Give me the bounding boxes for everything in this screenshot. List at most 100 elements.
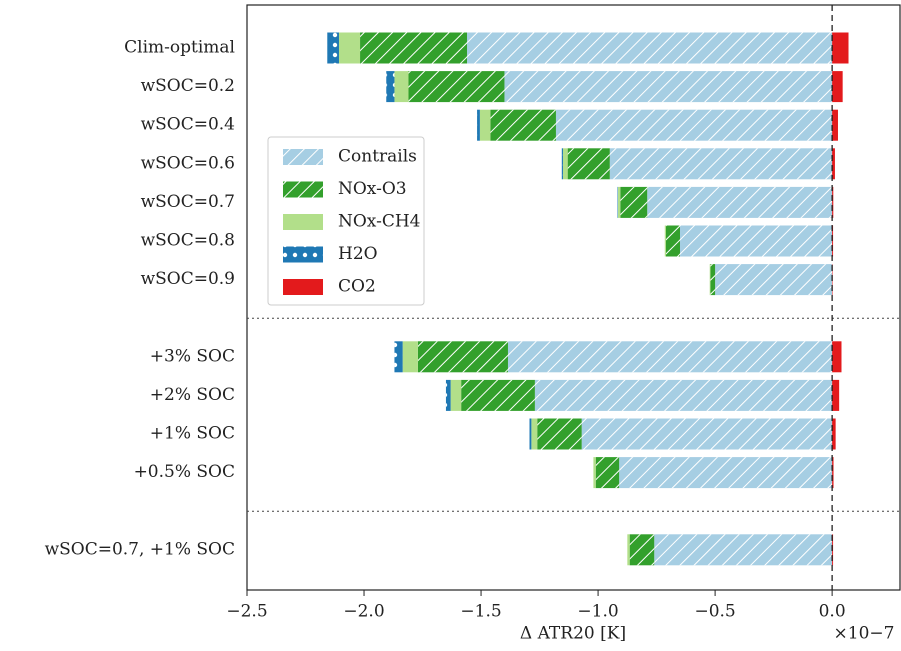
bar-segment: [617, 186, 621, 218]
bar-segment: [619, 457, 833, 489]
legend-label: NOx-O3: [338, 179, 407, 199]
bar-hatch: [467, 32, 833, 64]
bar-segment: [595, 457, 620, 489]
bar-fill: [479, 109, 491, 141]
bar-segment: [408, 71, 505, 103]
bar-segment: [445, 379, 451, 411]
legend-label: CO2: [338, 277, 376, 297]
bar-fill: [832, 148, 835, 180]
bar-segment: [555, 109, 833, 141]
bar-segment: [665, 225, 680, 257]
legend-hatch: [283, 149, 323, 165]
bar-segment: [534, 379, 833, 411]
y-tick-label: wSOC=0.6: [141, 153, 235, 173]
bar-fill: [593, 457, 596, 489]
bar-segment: [647, 186, 833, 218]
bar-fill: [531, 418, 538, 450]
bar-hatch: [477, 109, 480, 141]
bar-segment: [477, 109, 480, 141]
y-tick-label: Clim-optimal: [124, 38, 235, 58]
y-tick-label: +3% SOC: [150, 346, 235, 366]
bar-fill: [709, 264, 711, 296]
legend-hatch: [283, 181, 323, 198]
bar-segment: [654, 534, 833, 566]
bar-segment: [627, 534, 630, 566]
bar-segment: [561, 148, 563, 180]
y-tick-label: wSOC=0.7: [141, 192, 235, 212]
y-tick-label: +0.5% SOC: [134, 462, 235, 482]
bar-segment: [620, 186, 648, 218]
bar-hatch: [408, 71, 505, 103]
bar-hatch: [619, 457, 833, 489]
x-axis-label: Δ ATR20 [K]: [520, 624, 626, 644]
plot-frame: [246, 4, 901, 591]
bar-segment: [360, 32, 468, 64]
bar-segment: [531, 418, 538, 450]
legend-label: H2O: [338, 244, 378, 264]
bar-segment: [537, 418, 582, 450]
bar-hatch: [654, 534, 833, 566]
bar-segment: [832, 457, 834, 489]
legend-swatch: [283, 214, 323, 230]
bar-segment: [450, 379, 462, 411]
legend-hatch: [283, 246, 323, 263]
y-tick-label: wSOC=0.2: [141, 76, 235, 96]
bar-hatch: [445, 379, 451, 411]
bar-fill: [832, 379, 840, 411]
bar-hatch: [595, 457, 620, 489]
legend-label: Contrails: [338, 147, 417, 167]
bar-segment: [338, 32, 361, 64]
bar-hatch: [581, 418, 833, 450]
bar-segment: [402, 341, 418, 373]
x-tick-label: −0.5: [694, 602, 735, 622]
bar-segment: [567, 148, 610, 180]
bar-hatch: [490, 109, 556, 141]
bar-segment: [562, 148, 568, 180]
bar-hatch: [629, 534, 655, 566]
bar-hatch: [386, 71, 395, 103]
bar-hatch: [327, 32, 339, 64]
legend-swatch: [283, 279, 323, 295]
bar-segment: [679, 225, 833, 257]
y-tick-label: wSOC=0.8: [141, 231, 235, 251]
bar-segment: [709, 264, 711, 296]
bar-segment: [507, 341, 833, 373]
legend: Contrails NOx-O3 NOx-CH4 H2O CO2: [267, 136, 425, 306]
bar-hatch: [555, 109, 833, 141]
bar-hatch: [715, 264, 833, 296]
bar-fill: [832, 32, 849, 64]
bar-segment: [394, 341, 403, 373]
bar-segment: [394, 71, 409, 103]
bar-segment: [609, 148, 833, 180]
bar-fill: [832, 341, 842, 373]
bar-fill: [832, 457, 834, 489]
bar-segment: [664, 225, 666, 257]
y-tick-label: +1% SOC: [150, 424, 235, 444]
bar-segment: [327, 32, 339, 64]
bar-fill: [450, 379, 462, 411]
bar-segment: [581, 418, 833, 450]
bar-segment: [832, 379, 840, 411]
bar-segment: [832, 418, 836, 450]
bar-hatch: [609, 148, 833, 180]
y-tick-label: +2% SOC: [150, 385, 235, 405]
bar-fill: [394, 71, 409, 103]
bar-segment: [710, 264, 716, 296]
bar-hatch: [504, 71, 833, 103]
bar-segment: [832, 71, 843, 103]
bar-hatch: [665, 225, 680, 257]
bar-segment: [832, 186, 834, 218]
bar-fill: [338, 32, 361, 64]
bar-hatch: [534, 379, 833, 411]
legend-box: [267, 136, 425, 306]
x-tick-label: −2.0: [343, 602, 384, 622]
bar-fill: [562, 148, 568, 180]
bar-hatch: [417, 341, 508, 373]
bar-hatch: [529, 418, 532, 450]
bar-hatch: [394, 341, 403, 373]
bar-hatch: [537, 418, 582, 450]
x-tick-label: 0.0: [819, 602, 846, 622]
bar-segment: [467, 32, 833, 64]
bar-segment: [529, 418, 532, 450]
